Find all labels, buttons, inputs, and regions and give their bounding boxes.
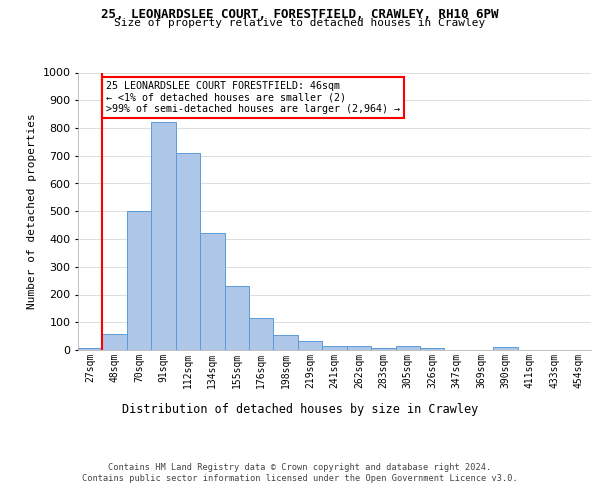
Bar — [420, 348, 445, 350]
Text: 25, LEONARDSLEE COURT, FORESTFIELD, CRAWLEY, RH10 6PW: 25, LEONARDSLEE COURT, FORESTFIELD, CRAW… — [101, 8, 499, 20]
Text: Contains HM Land Registry data © Crown copyright and database right 2024.: Contains HM Land Registry data © Crown c… — [109, 462, 491, 471]
Bar — [176, 153, 200, 350]
Text: 25 LEONARDSLEE COURT FORESTFIELD: 46sqm
← <1% of detached houses are smaller (2): 25 LEONARDSLEE COURT FORESTFIELD: 46sqm … — [106, 81, 400, 114]
Bar — [224, 286, 249, 350]
Bar — [493, 347, 518, 350]
Bar — [200, 234, 224, 350]
Bar — [322, 346, 347, 350]
Text: Size of property relative to detached houses in Crawley: Size of property relative to detached ho… — [115, 18, 485, 28]
Bar — [395, 346, 420, 350]
Y-axis label: Number of detached properties: Number of detached properties — [27, 114, 37, 309]
Bar — [371, 348, 395, 350]
Text: Contains public sector information licensed under the Open Government Licence v3: Contains public sector information licen… — [82, 474, 518, 483]
Bar — [274, 334, 298, 350]
Bar — [103, 334, 127, 350]
Bar — [151, 122, 176, 350]
Bar — [249, 318, 274, 350]
Bar — [347, 346, 371, 350]
Bar — [78, 348, 103, 350]
Bar — [127, 211, 151, 350]
Text: Distribution of detached houses by size in Crawley: Distribution of detached houses by size … — [122, 402, 478, 415]
Bar — [298, 341, 322, 350]
